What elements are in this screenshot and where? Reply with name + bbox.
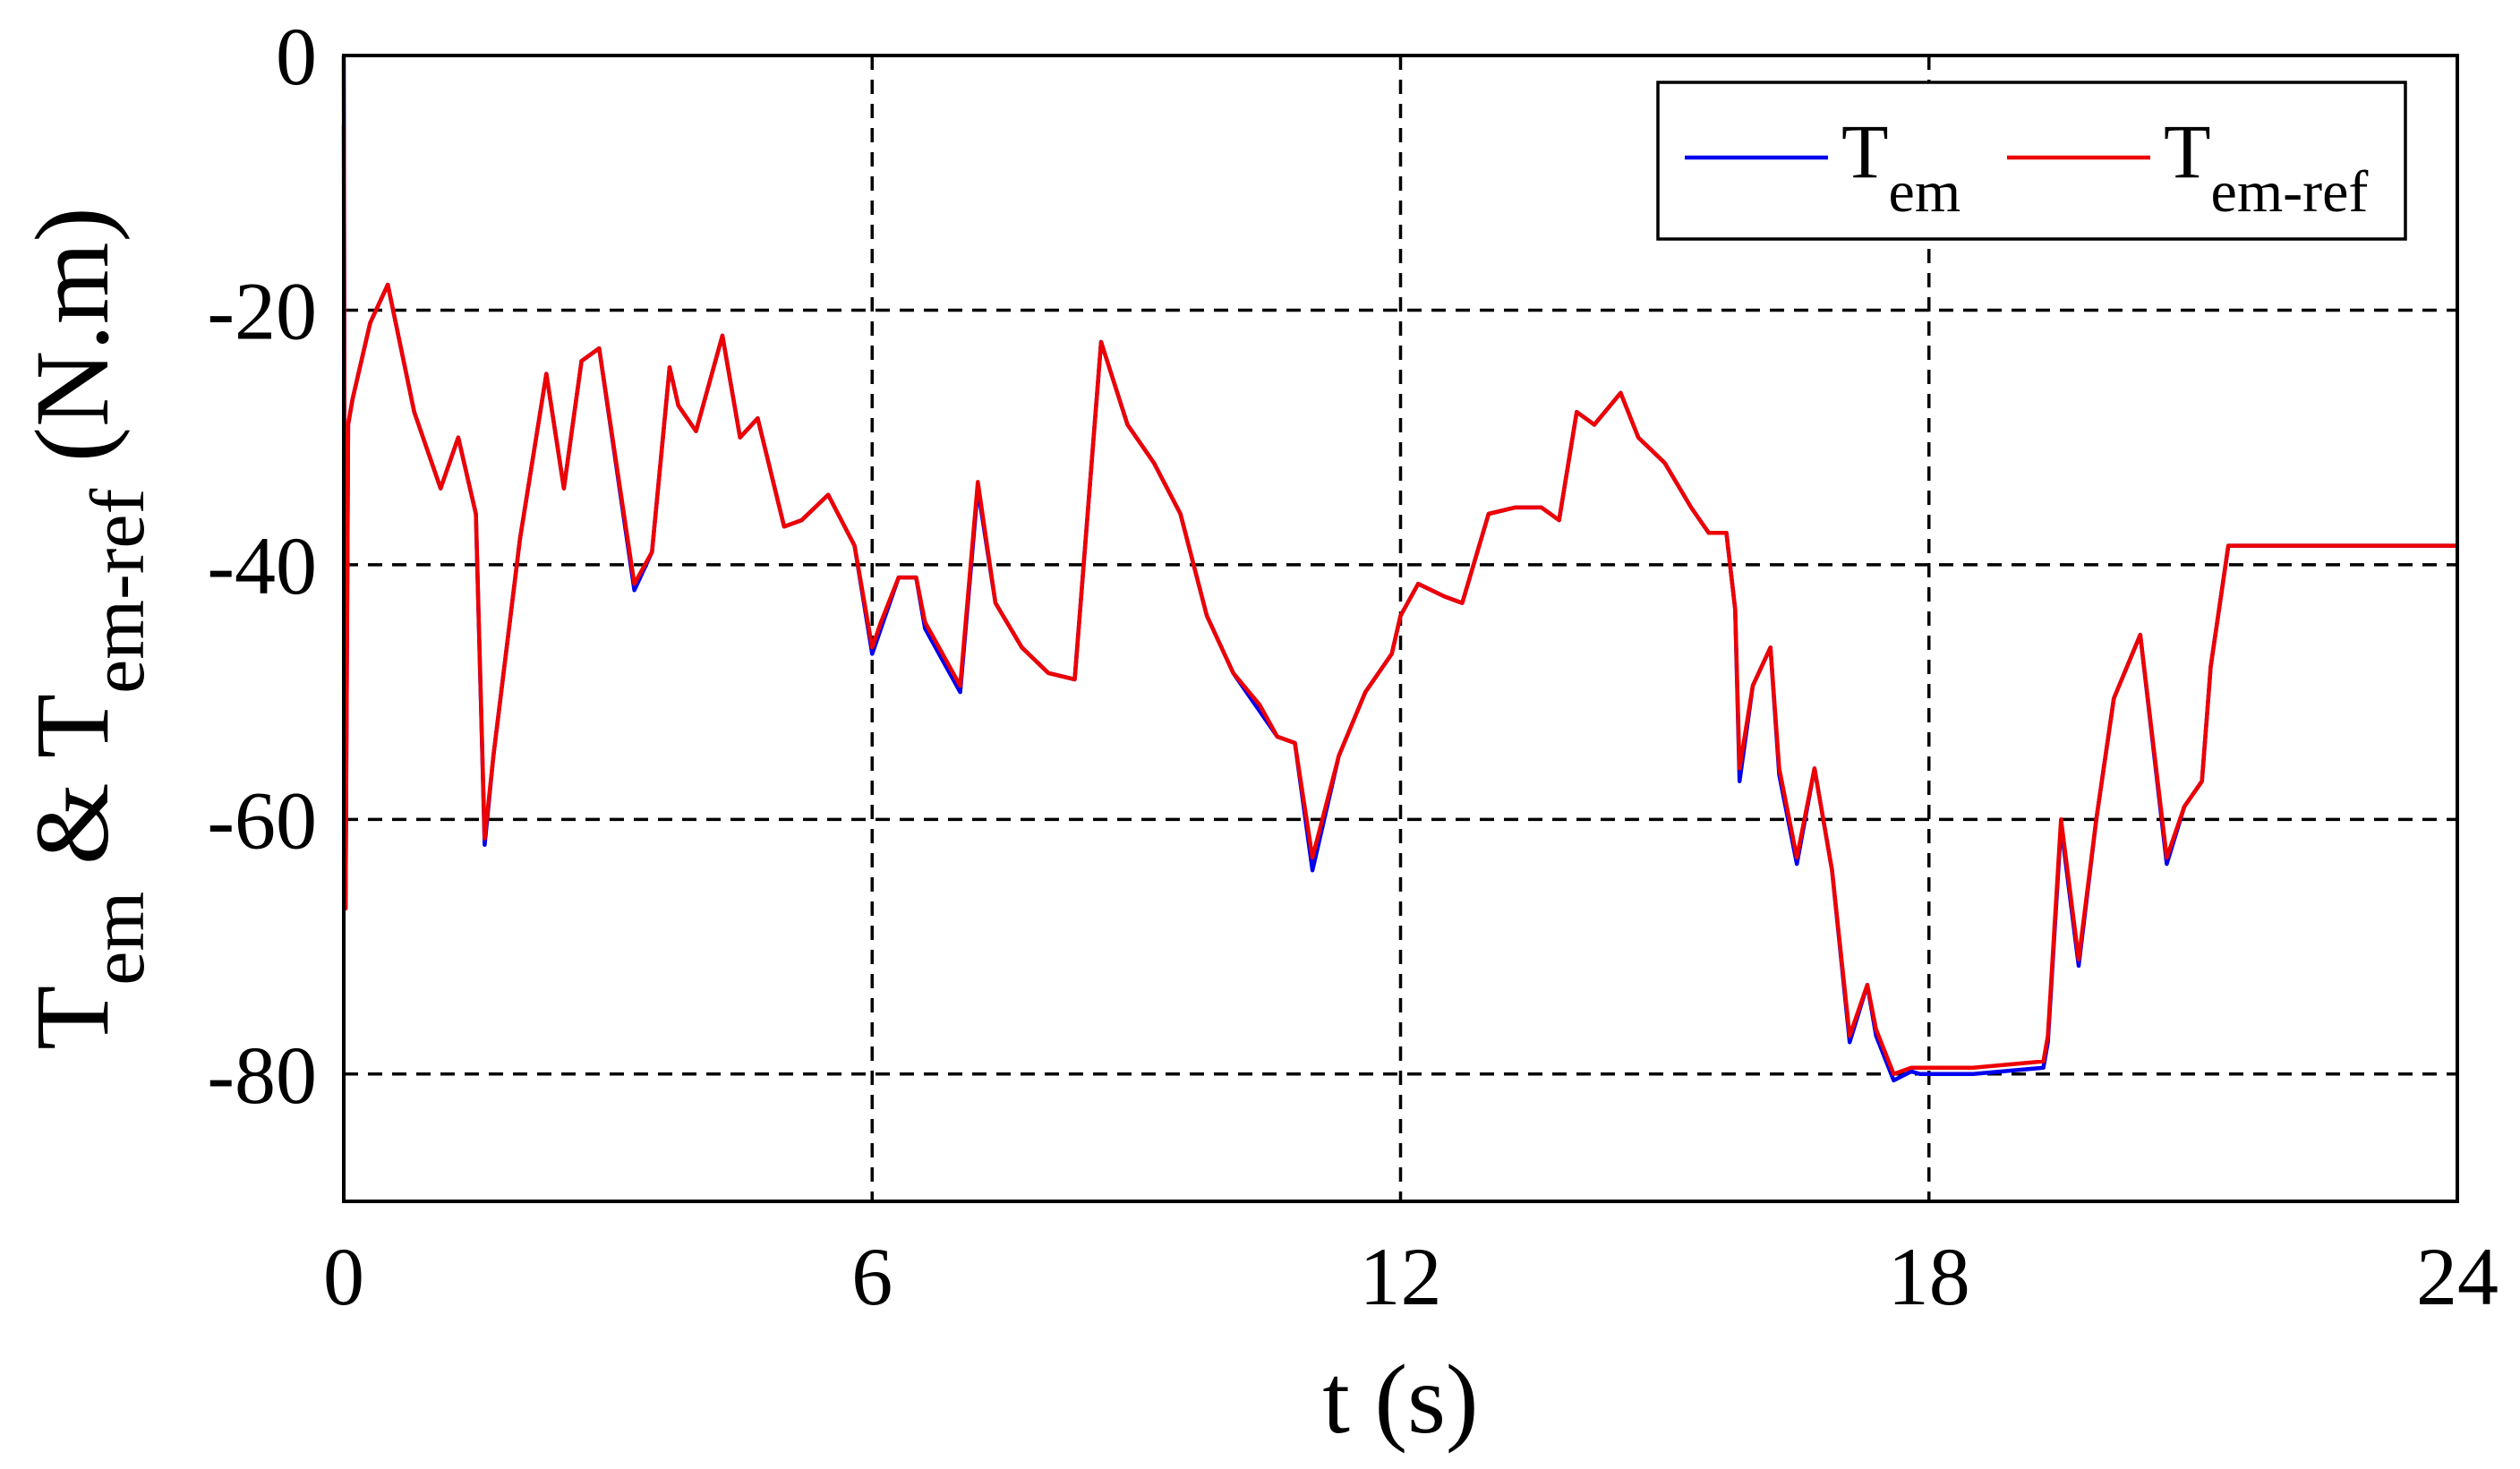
y-axis-title-subscript: em	[74, 892, 160, 986]
x-tick-label: 6	[851, 1231, 893, 1322]
y-tick-label: -80	[207, 1029, 317, 1121]
x-tick-label: 18	[1888, 1231, 1970, 1322]
x-tick-label: 0	[323, 1231, 364, 1322]
y-tick-label: -20	[207, 265, 317, 356]
y-axis-title-part: & T	[13, 694, 131, 892]
axes-frame	[342, 54, 2459, 1203]
y-axis-title: Tem & Tem-ref (N.m)	[13, 207, 160, 1050]
x-tick-label: 24	[2416, 1231, 2499, 1322]
y-tick-label: 0	[276, 11, 317, 102]
y-tick-labels: 0 -20 -40 -60 -80	[207, 11, 317, 1121]
legend-label-subscript: em-ref	[2211, 159, 2369, 225]
grid-lines	[344, 56, 2457, 1201]
y-tick-label: -40	[207, 520, 317, 611]
legend-label-em-ref: Tem-ref	[2164, 108, 2368, 225]
x-tick-label: 12	[1360, 1231, 1442, 1322]
legend-label-main: T	[1841, 108, 1889, 194]
legend-box	[1656, 81, 2407, 241]
series-layer	[341, 55, 2457, 1083]
x-axis-title: t (s)	[1322, 1345, 1478, 1454]
x-tick-labels: 0 6 12 18 24	[323, 1231, 2499, 1322]
legend-label-em: Tem	[1841, 108, 1960, 225]
y-axis-title-part: T	[13, 986, 131, 1050]
y-tick-label: -60	[207, 774, 317, 866]
series-line-em-ref	[341, 125, 2457, 1077]
legend-label-main: T	[2164, 108, 2211, 194]
legend: Tem Tem-ref	[1656, 81, 2407, 241]
y-axis-title-subscript: em-ref	[74, 488, 160, 694]
y-axis-title-part: (N.m)	[13, 207, 131, 489]
legend-label-subscript: em	[1889, 159, 1961, 225]
